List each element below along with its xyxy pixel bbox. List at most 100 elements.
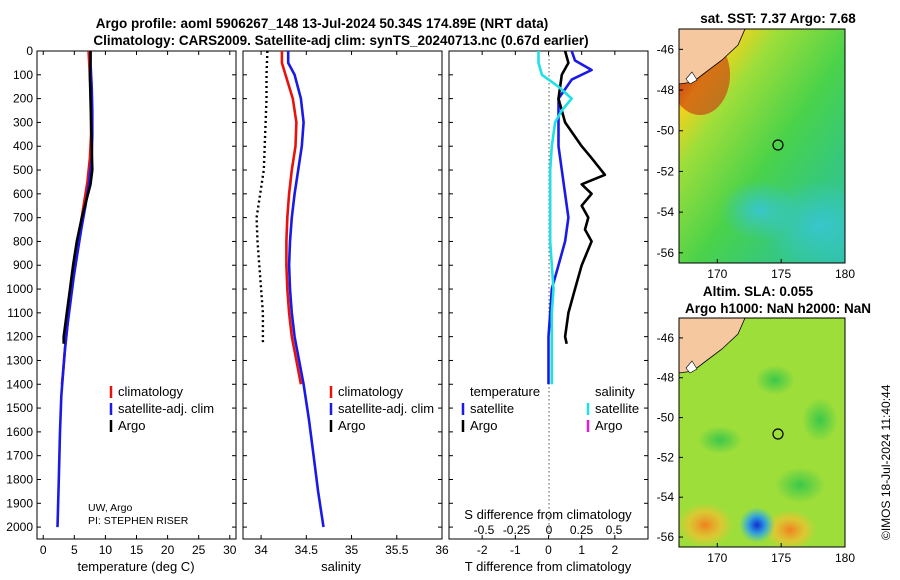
t-difference-axis-label: T difference from climatology xyxy=(465,559,632,574)
s-difference-tick-label: 0.25 xyxy=(570,523,594,537)
x-tick-label: 15 xyxy=(130,543,144,557)
s-difference-tick-label: -0.25 xyxy=(503,523,531,537)
salinity-plot-frame xyxy=(242,50,443,540)
island xyxy=(685,71,698,85)
land-mass xyxy=(679,318,746,374)
x-tick-label: -1 xyxy=(510,543,521,557)
salinity-depth-ticks xyxy=(243,50,442,528)
x-tick-label: -2 xyxy=(477,543,488,557)
sla-map: Altim. SLA: 0.055 Argo h1000: NaN h2000:… xyxy=(657,284,871,565)
salinity-difference-ticks: -0.5 -0.25 0 0.25 0.5 xyxy=(474,523,623,537)
temperature-axis-ticks: 0 5 10 15 20 25 30 xyxy=(40,51,237,557)
s-difference-tick-label: 0.5 xyxy=(606,523,623,537)
x-tick-label: 34.5 xyxy=(295,543,319,557)
depth-tick-label: 900 xyxy=(13,258,33,272)
lon-tick-label: 180 xyxy=(835,551,855,565)
depth-tick-label: 800 xyxy=(13,234,33,248)
x-tick-label: 2 xyxy=(611,543,618,557)
s-difference-axis-label: S difference from climatology xyxy=(464,507,632,522)
salinity-axis-ticks: 34 34.5 35 35.5 36 xyxy=(254,51,449,557)
lon-tick-label: 180 xyxy=(835,267,855,281)
lon-tick-label: 170 xyxy=(707,267,727,281)
x-tick-label: 10 xyxy=(99,543,113,557)
lat-tick-label: -50 xyxy=(657,411,675,425)
difference-series xyxy=(537,51,607,385)
salinity-series xyxy=(255,51,325,528)
figure-title-line2: Climatology: CARS2009. Satellite-adj cli… xyxy=(93,33,588,48)
sla-map-title-line2: Argo h1000: NaN h2000: NaN xyxy=(685,301,871,316)
depth-tick-label: 400 xyxy=(13,139,33,153)
depth-tick-label: 700 xyxy=(13,211,33,225)
temperature-series xyxy=(56,51,94,528)
lat-tick-label: -56 xyxy=(657,246,675,260)
sla-heatmap-field xyxy=(679,318,845,547)
depth-tick-label: 1000 xyxy=(6,282,33,296)
float-position-marker xyxy=(772,139,784,151)
sla-low-region xyxy=(698,426,742,454)
series-t-satellite-line xyxy=(547,51,593,385)
salinity-axis-label: salinity xyxy=(321,559,361,574)
legend-argo-label: Argo xyxy=(118,418,145,433)
temperature-legend: climatology satellite-adj. clim Argo xyxy=(109,384,214,433)
depth-tick-label: 500 xyxy=(13,163,33,177)
sla-high-region xyxy=(764,510,816,547)
depth-tick-label: 200 xyxy=(13,92,33,106)
figure-title-line1: Argo profile: aoml 5906267_148 13-Jul-20… xyxy=(96,16,548,31)
sst-map-frame xyxy=(678,28,846,264)
lat-tick-label: -54 xyxy=(657,490,675,504)
difference-profile-chart: -2 -1 0 1 2 -0.5 -0.25 0 0.25 0.5 T difference f… xyxy=(448,50,649,574)
sla-low-region xyxy=(755,365,795,395)
float-position-marker xyxy=(772,428,784,440)
sla-eddy xyxy=(739,507,775,543)
x-tick-label: 34 xyxy=(254,543,268,557)
series-satellite-adj-clim-line xyxy=(286,51,325,528)
depth-tick-label: 1200 xyxy=(6,330,33,344)
lat-tick-label: -56 xyxy=(657,530,675,544)
temperature-axis-label: temperature (deg C) xyxy=(77,559,194,574)
legend-climatology-label: climatology xyxy=(338,384,404,399)
legend-t-argo-label: Argo xyxy=(470,418,497,433)
x-tick-label: 0 xyxy=(40,543,47,557)
x-tick-label: 5 xyxy=(71,543,78,557)
sla-map-ticks: 170 175 180 -46 -48 -50 -52 -54 -56 xyxy=(657,331,856,565)
sst-map: sat. SST: 7.37 Argo: 7.68 170 175 180 -46 -4… xyxy=(657,11,857,281)
depth-tick-label: 1400 xyxy=(6,377,33,391)
difference-legend: temperature salinity satellite Argo sate… xyxy=(461,384,639,433)
island xyxy=(685,360,698,374)
lon-tick-label: 175 xyxy=(771,551,791,565)
x-tick-label: 25 xyxy=(192,543,206,557)
x-tick-label: 20 xyxy=(161,543,175,557)
difference-depth-ticks xyxy=(449,50,648,528)
lat-tick-label: -46 xyxy=(657,42,675,56)
legend-temperature-header: temperature xyxy=(470,384,540,399)
salinity-profile-chart: 34 34.5 35 35.5 36 salinity climatology sate… xyxy=(242,50,449,574)
depth-tick-label: 1300 xyxy=(6,353,33,367)
legend-s-argo-label: Argo xyxy=(595,418,622,433)
lat-tick-label: -46 xyxy=(657,331,675,345)
lat-tick-label: -50 xyxy=(657,124,675,138)
salinity-legend: climatology satellite-adj. clim Argo xyxy=(329,384,434,433)
x-tick-label: 35 xyxy=(345,543,359,557)
legend-argo-label: Argo xyxy=(338,418,365,433)
s-difference-tick-label: 0 xyxy=(546,523,553,537)
depth-tick-label: 1900 xyxy=(6,496,33,510)
sla-map-title-line1: Altim. SLA: 0.055 xyxy=(703,284,814,299)
cold-water-region xyxy=(720,180,800,240)
x-tick-label: 1 xyxy=(578,543,585,557)
legend-salinity-header: salinity xyxy=(595,384,635,399)
lat-tick-label: -48 xyxy=(657,371,675,385)
legend-satellite-adj-label: satellite-adj. clim xyxy=(338,401,434,416)
credit-institution: UW, Argo xyxy=(88,502,133,514)
depth-tick-label: 1500 xyxy=(6,401,33,415)
difference-axis-ticks: -2 -1 0 1 2 xyxy=(477,51,618,557)
timestamp: ©IMOS 18-Jul-2024 11:40:44 xyxy=(879,384,893,540)
sst-map-ticks: 170 175 180 -46 -48 -50 -52 -54 -56 xyxy=(657,42,856,281)
land-mass xyxy=(679,29,746,85)
depth-tick-label: 100 xyxy=(13,68,33,82)
series-satellite-adj-clim-line xyxy=(56,51,94,528)
legend-climatology-label: climatology xyxy=(118,384,184,399)
sla-low-region xyxy=(775,467,825,503)
series-climatology-line xyxy=(280,51,303,385)
x-tick-label: 36 xyxy=(435,543,449,557)
legend-s-satellite-label: satellite xyxy=(595,401,639,416)
